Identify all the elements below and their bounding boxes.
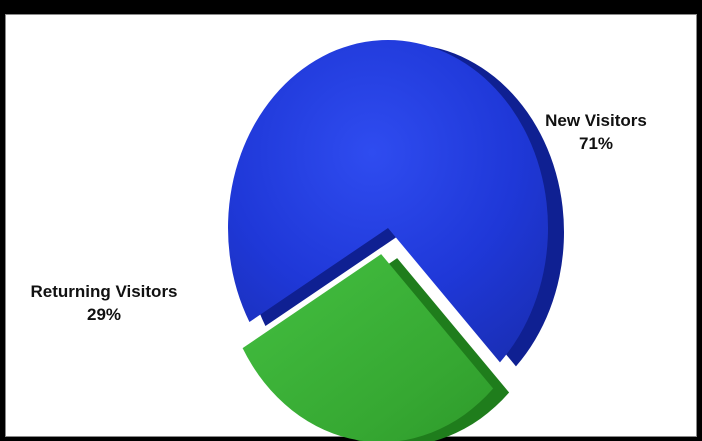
returning-visitors-value: 29%: [87, 305, 121, 324]
pie-slice-new-visitors: [228, 39, 549, 363]
new-visitors-value: 71%: [579, 134, 613, 153]
pie-slice-returning-visitors: [242, 254, 494, 441]
new-visitors-label: New Visitors: [545, 111, 647, 130]
returning-visitors-label: Returning Visitors: [30, 282, 177, 301]
